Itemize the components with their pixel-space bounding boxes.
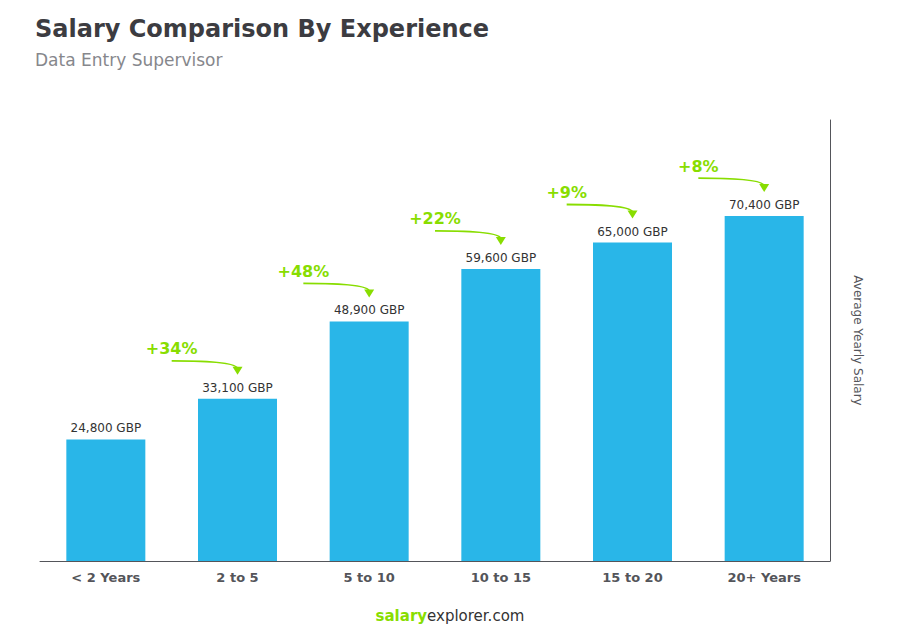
- svg-text:33,100 GBP: 33,100 GBP: [202, 381, 273, 395]
- svg-text:Salary Comparison By Experienc: Salary Comparison By Experience: [35, 15, 489, 43]
- svg-text:+34%: +34%: [146, 339, 198, 358]
- svg-text:+48%: +48%: [277, 262, 329, 281]
- svg-text:explorer.com: explorer.com: [427, 607, 524, 625]
- svg-text:10 to 15: 10 to 15: [471, 570, 531, 585]
- svg-text:65,000 GBP: 65,000 GBP: [597, 225, 668, 239]
- svg-text:70,400 GBP: 70,400 GBP: [729, 198, 800, 212]
- svg-text:20+ Years: 20+ Years: [727, 570, 801, 585]
- svg-text:+22%: +22%: [409, 209, 461, 228]
- svg-text:5 to 10: 5 to 10: [343, 570, 394, 585]
- svg-text:salary: salary: [376, 607, 428, 625]
- svg-text:2 to 5: 2 to 5: [216, 570, 258, 585]
- svg-text:48,900 GBP: 48,900 GBP: [334, 303, 405, 317]
- svg-text:59,600 GBP: 59,600 GBP: [466, 251, 537, 265]
- svg-text:+8%: +8%: [678, 157, 719, 176]
- svg-text:Average Yearly Salary: Average Yearly Salary: [851, 275, 865, 405]
- svg-text:+9%: +9%: [546, 183, 587, 202]
- svg-text:< 2 Years: < 2 Years: [71, 570, 140, 585]
- svg-text:Data Entry Supervisor: Data Entry Supervisor: [35, 50, 222, 70]
- svg-text:24,800 GBP: 24,800 GBP: [71, 421, 142, 435]
- svg-text:15 to 20: 15 to 20: [602, 570, 662, 585]
